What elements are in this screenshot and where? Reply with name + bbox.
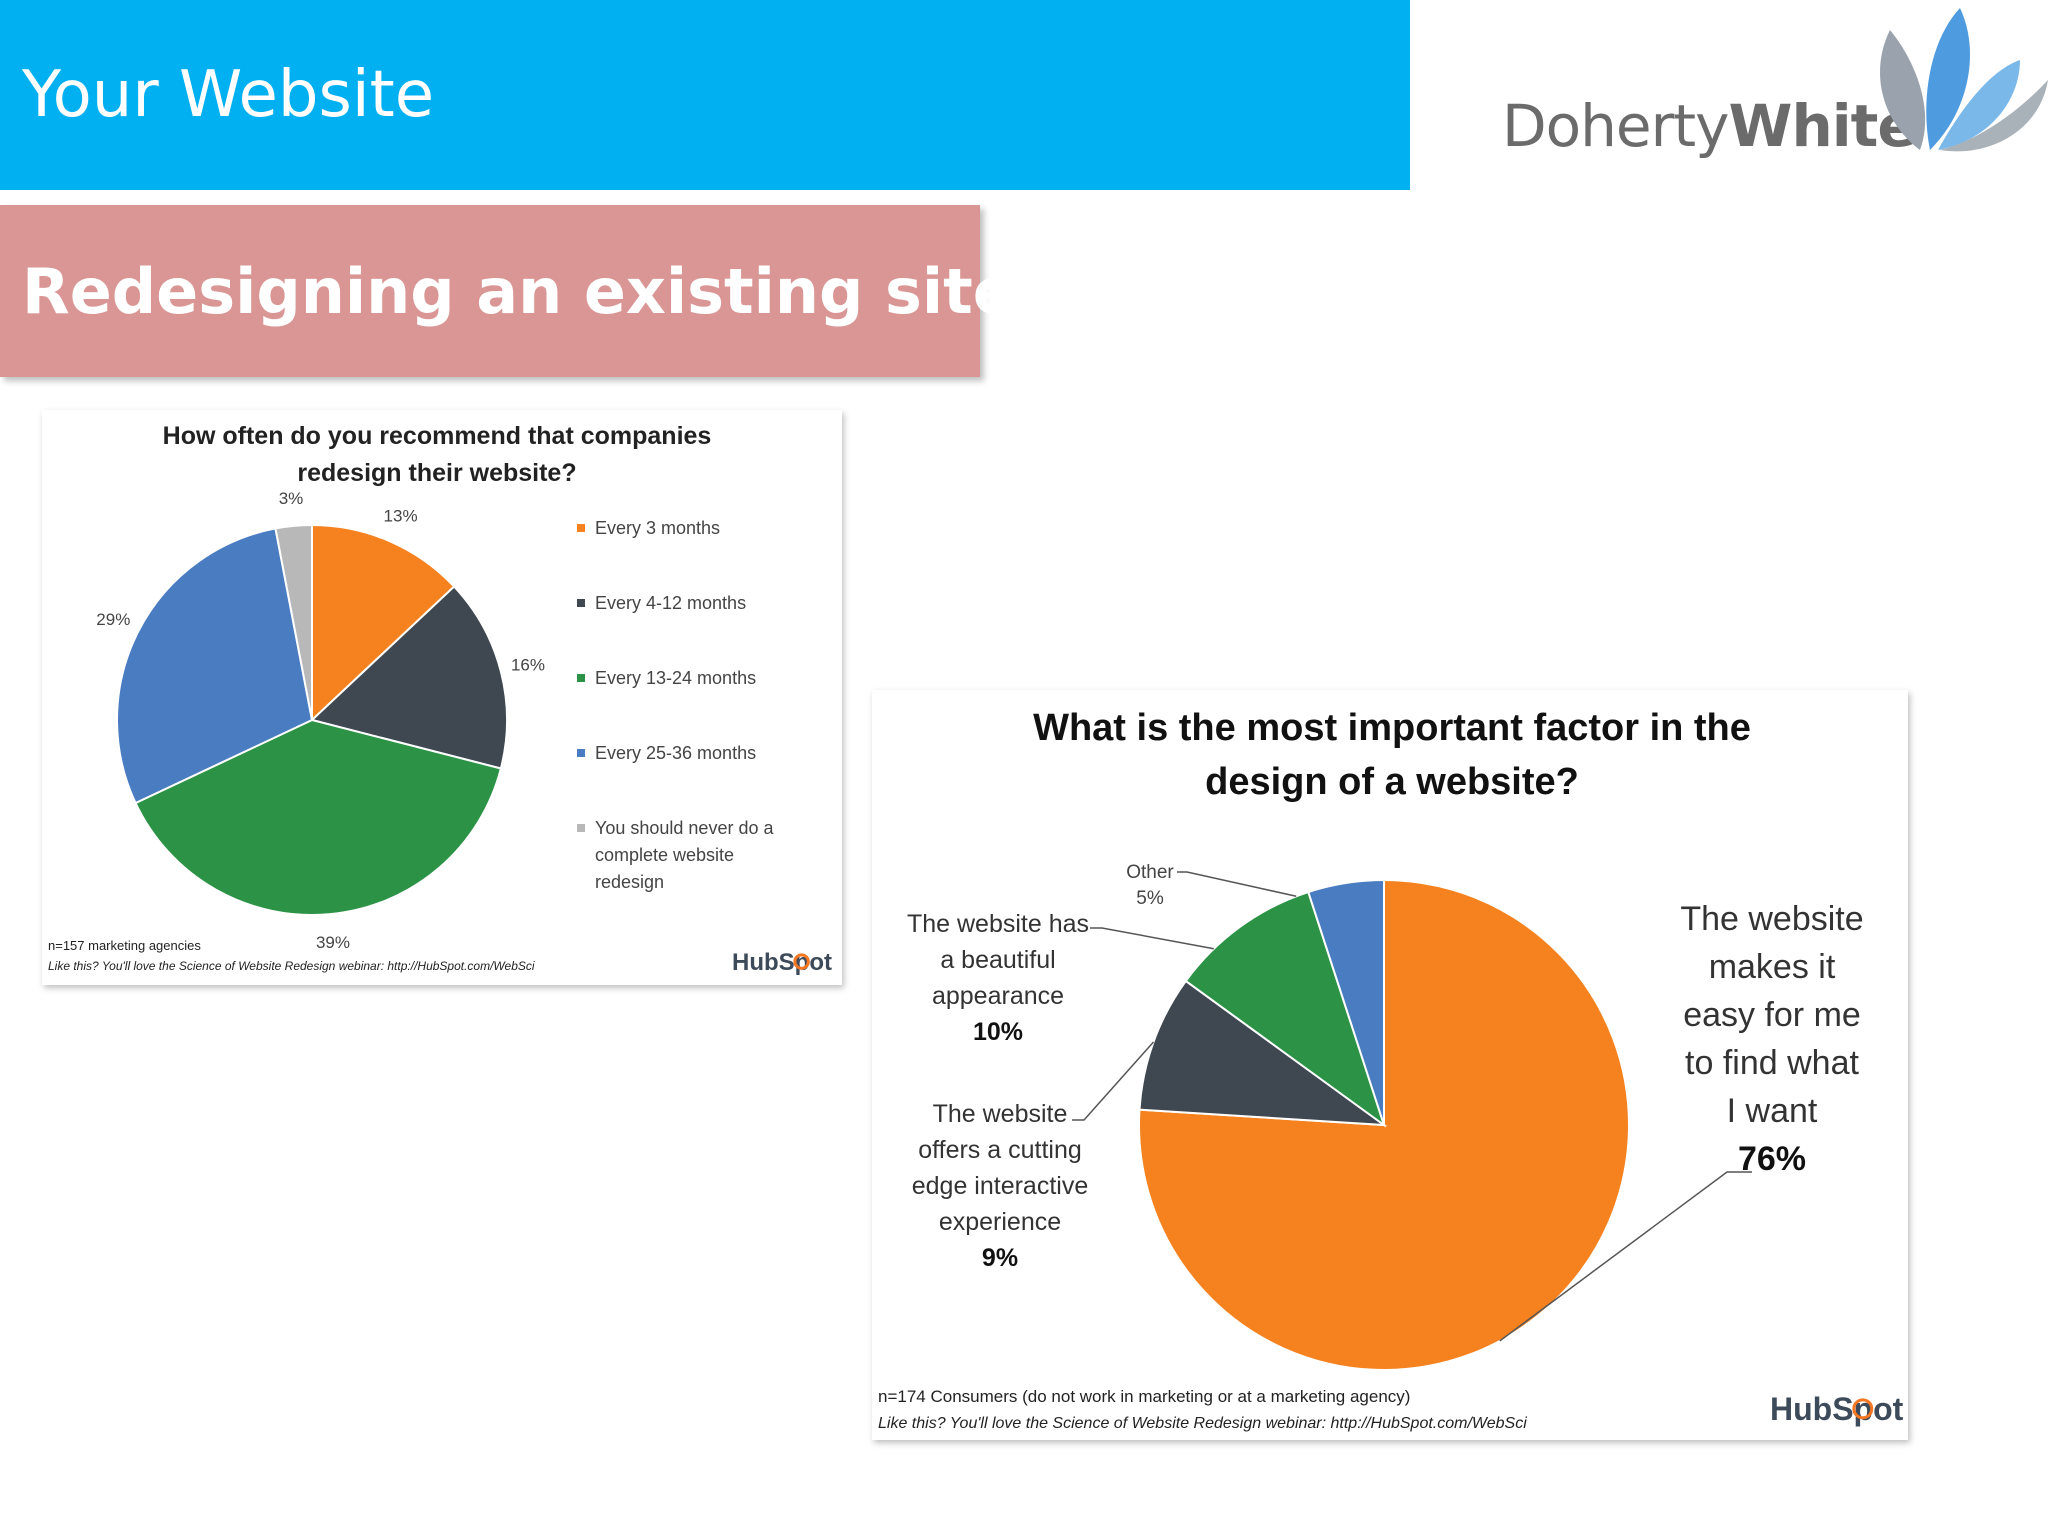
chart-source: Like this? You'll love the Science of We… [878,1415,1527,1432]
hubspot-sprocket-icon [793,953,810,970]
logo-wordmark: DohertyWhite [1502,92,1917,160]
pie-slice [116,527,314,805]
slice-category-label: experience [939,1208,1061,1236]
pie-slice [311,523,456,723]
legend-label: complete website [595,845,734,865]
pie-slice [1138,979,1388,1127]
pie-chart-1: How often do you recommend that companie… [48,422,832,976]
slice-value-label: 9% [982,1244,1018,1272]
slice-category-label: a beautiful [940,946,1055,974]
leader-line [1499,1171,1752,1342]
hubspot-brand-text: HubSpot [732,949,832,976]
legend-swatch [577,749,585,757]
legend-label: Every 13-24 months [595,668,756,688]
legend-swatch [577,524,585,532]
slice-category-label: offers a cutting [918,1136,1082,1164]
pie-slice [274,523,313,721]
header-bar: Your Website [0,0,1410,190]
legend-swatch [577,599,585,607]
subtitle-bar: Redesigning an existing site [0,205,1015,377]
chart-redesign-frequency: How often do you recommend that companie… [42,410,842,985]
header-title: Your Website [22,58,435,132]
slice-category-label: The website has [907,910,1089,938]
pie-slice [1307,878,1385,1126]
legend-label: You should never do a [595,818,774,838]
legend-swatch [577,674,585,682]
legend-label: Every 25-36 months [595,743,756,763]
slice-value-label: 10% [973,1018,1023,1046]
slice-value-label: 13% [384,506,418,525]
pie-slice [1184,890,1386,1128]
chart-important-factor: What is the most important factor in the… [872,690,1908,1440]
slice-category-label: easy for me [1683,996,1861,1034]
slice-value-label: 39% [316,933,350,952]
legend-label: Every 3 months [595,518,720,538]
chart-source: Like this? You'll love the Science of We… [48,959,535,973]
slice-category-label: to find what [1685,1044,1859,1082]
leader-line [1090,927,1214,950]
lotus-logo-icon [1880,8,2048,152]
legend-swatch [577,824,585,832]
slice-category-label: appearance [932,982,1064,1010]
pie-slice [134,718,503,916]
doherty-white-logo: DohertyWhite [1490,0,2048,170]
slice-value-label: 16% [511,656,545,675]
hubspot-logo: HubSpot [1770,1391,1904,1427]
leader-line [1177,871,1297,898]
leader-line [1072,1041,1155,1121]
chart-title-line: What is the most important factor in the [1033,707,1751,749]
subtitle-text: Redesigning an existing site [22,255,1015,328]
slice-category-label: The website [933,1100,1068,1128]
chart-footnote: n=157 marketing agencies [48,938,201,953]
slice-value-label: 5% [1136,888,1164,909]
chart-footnote: n=174 Consumers (do not work in marketin… [878,1387,1410,1406]
hubspot-logo: HubSpot [732,949,832,976]
slice-category-label: edge interactive [912,1172,1089,1200]
pie-chart-2: What is the most important factor in the… [878,707,1904,1432]
slice-category-label: Other [1126,862,1174,883]
slice-value-label: 29% [96,610,130,629]
slice-category-label: I want [1727,1092,1818,1130]
chart-title-line: How often do you recommend that companie… [163,422,712,450]
legend-label: redesign [595,872,664,892]
hubspot-sprocket-icon [1852,1398,1874,1420]
pie-slice [1138,878,1630,1371]
slice-value-label: 3% [279,489,304,508]
pie-slice [309,585,508,770]
chart-title-line: redesign their website? [297,459,576,487]
legend-label: Every 4-12 months [595,593,746,613]
hubspot-brand-text: HubSpot [1770,1391,1904,1427]
slice-category-label: makes it [1709,948,1836,986]
chart-title-line: design of a website? [1205,761,1579,803]
slice-category-label: The website [1680,900,1863,938]
